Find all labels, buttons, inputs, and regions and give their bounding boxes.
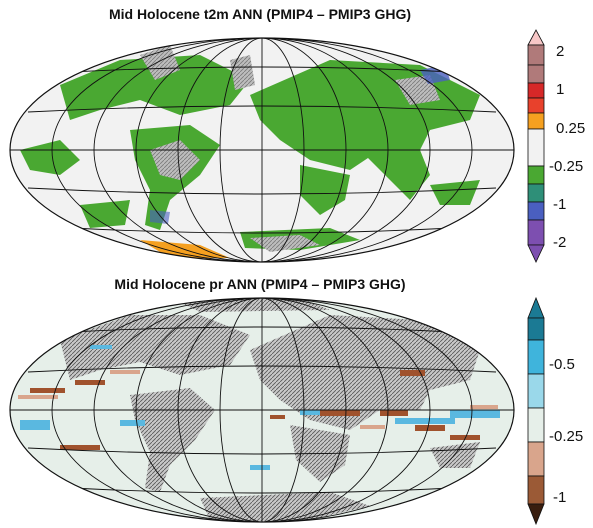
panel-title: Mid Holocene t2m ANN (PMIP4 – PMIP3 GHG) — [108, 6, 412, 22]
dry-signal — [30, 370, 480, 450]
pr-map — [9, 297, 515, 523]
map-outline — [9, 297, 515, 523]
colorbar-triangle-bottom — [527, 244, 545, 263]
colorbar-label: 0.25 — [556, 120, 586, 137]
graticule — [10, 298, 514, 522]
colorbar-label: -0.25 — [549, 428, 584, 445]
cool-patch — [150, 210, 170, 224]
colorbar-triangle-top — [527, 296, 545, 319]
colorbar-triangle-bottom — [527, 503, 545, 526]
pr-colorbar — [527, 296, 545, 526]
colorbar-label: -2 — [553, 234, 567, 251]
colorbar-label: -0.25 — [549, 158, 584, 175]
panel-t2m: Mid Holocene t2m ANN (PMIP4 – PMIP3 GHG) — [9, 6, 586, 263]
map-outline — [9, 37, 515, 263]
graticule — [10, 38, 514, 262]
panel-title: Mid Holocene pr ANN (PMIP4 – PMIP3 GHG) — [114, 276, 406, 292]
colorbar-label: 2 — [556, 43, 565, 60]
colorbar-label: 1 — [556, 81, 565, 98]
dry-signal-light — [18, 370, 498, 429]
colorbar-label: -1 — [553, 489, 567, 506]
colorbar-label: -1 — [553, 196, 567, 213]
t2m-map — [9, 37, 515, 263]
colorbar-triangle-top — [527, 29, 545, 46]
t2m-colorbar — [527, 29, 545, 263]
colorbar-label: -0.5 — [549, 356, 575, 373]
panel-pr: Mid Holocene pr ANN (PMIP4 – PMIP3 GHG) — [0, 270, 593, 528]
